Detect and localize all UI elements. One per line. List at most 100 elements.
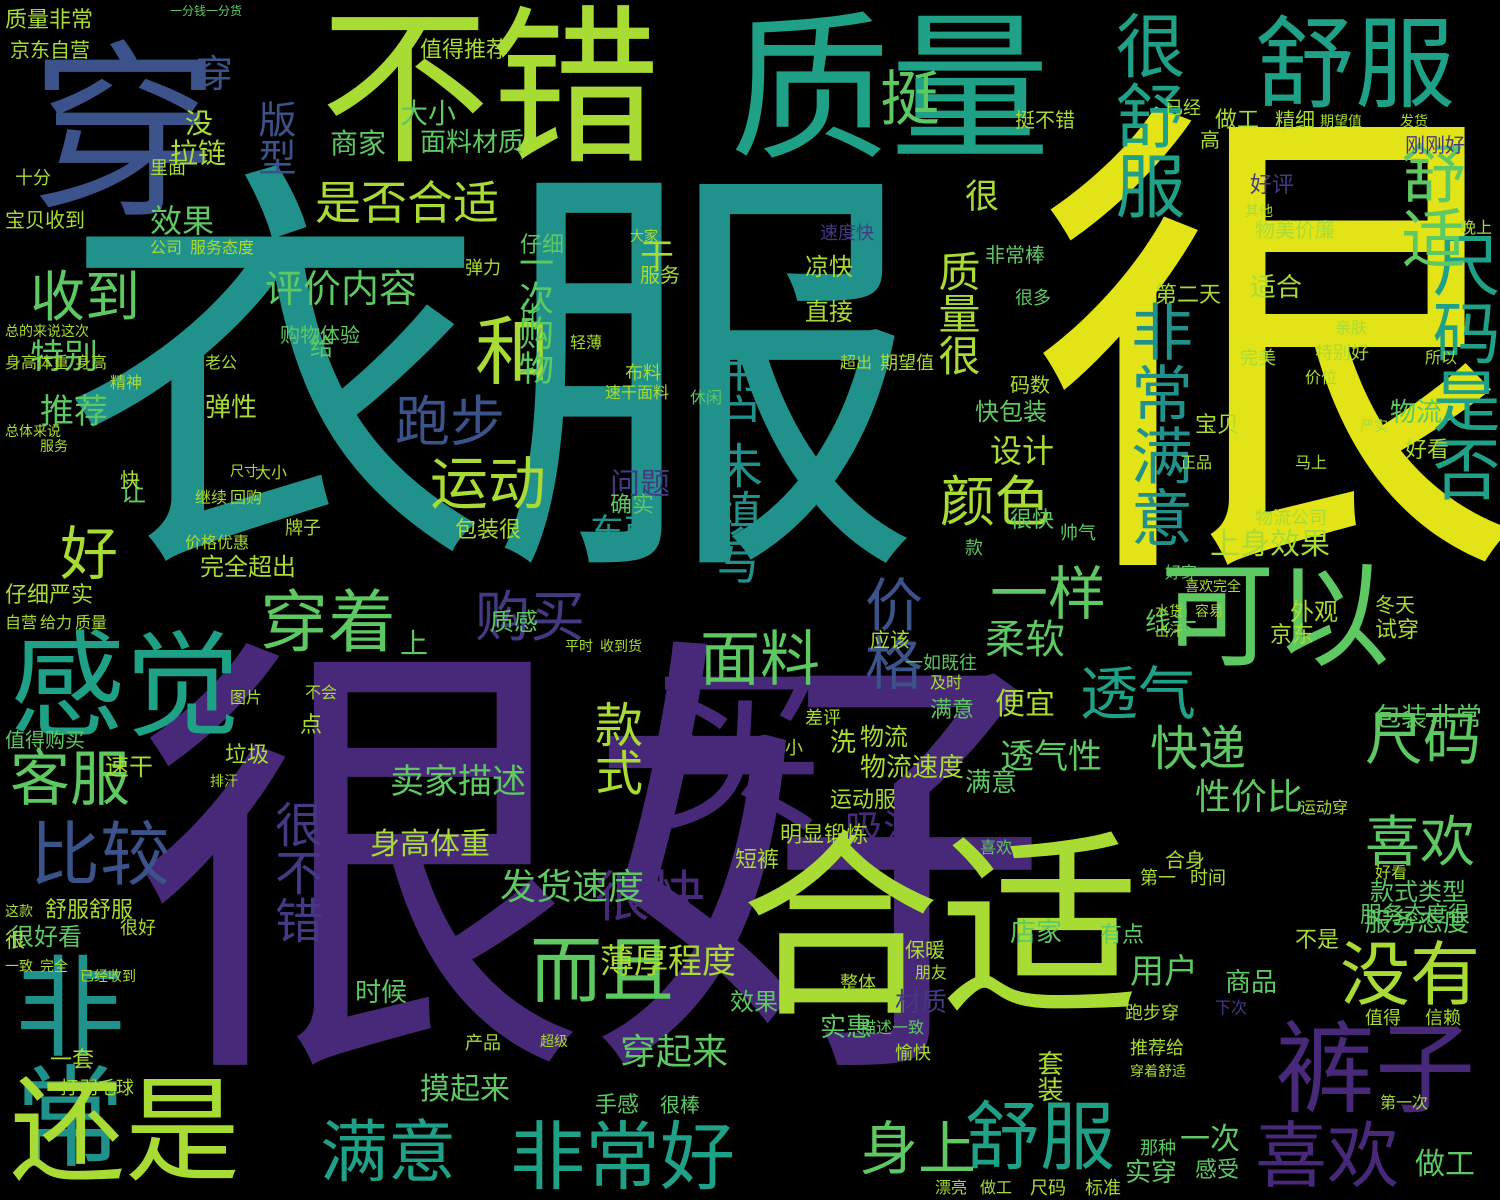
word-zhidegoumai: 值得购买 (5, 728, 85, 752)
word-ganjue: 感觉 (10, 620, 241, 754)
word-dongtian: 冬天 (1375, 593, 1415, 617)
word-zuogong-small: 做工 (980, 1178, 1013, 1197)
word-yundongfu: 运动服 (830, 788, 897, 813)
word-fuwu: 服务 (640, 263, 680, 287)
word-zhiliang: 质量 (730, 0, 1051, 183)
word-zhidetuijian: 值得推荐 (420, 38, 509, 63)
word-xiaoguo: 效果 (150, 202, 215, 240)
word-jixu: 继续 (195, 488, 228, 507)
word-mashu: 码数 (1010, 373, 1050, 397)
word-jiawei: 价位 (1305, 368, 1338, 387)
word-shengao: 身高 (75, 353, 108, 372)
word-yundong: 运动 (430, 450, 547, 518)
word-shijian: 时间 (1190, 868, 1226, 889)
word-hao: 好 (60, 520, 119, 588)
word-dierrtian: 第二天 (1155, 283, 1222, 308)
word-yijingshoudao: 已经收到 (80, 969, 136, 985)
word-xihuan-bottom: 喜欢 (1255, 1114, 1400, 1198)
word-jiage: 价格 (855, 575, 923, 691)
word-yitao: 一套 (50, 1048, 95, 1073)
word-ziying: 自营 (5, 613, 38, 632)
word-chuan-small: 穿 (195, 52, 234, 96)
word-gao: 高 (1200, 128, 1220, 152)
word-baobei: 宝贝 (1195, 413, 1240, 438)
word-yumaoqiu: 羽毛球 (80, 1078, 134, 1099)
word-suganmianliao: 速干面料 (605, 383, 670, 402)
word-yinggai: 应该 (870, 628, 910, 652)
word-zuogong-bottom: 做工 (1415, 1147, 1475, 1182)
word-feichang-small: 非常 (1430, 703, 1483, 733)
word-yicigouwu: 一次购物 (513, 245, 553, 385)
word-tingbucuo: 挺不错 (1015, 108, 1075, 132)
word-fuwutaidu: 服务态度 (1365, 908, 1470, 938)
word-jiageyouhui: 价格优惠 (185, 533, 250, 552)
word-mianliaocaizhi: 面料材质 (420, 128, 525, 158)
word-shangshenxiaoguo: 上身效果 (1210, 527, 1330, 562)
word-taozhuang: 套装 (1033, 1050, 1063, 1102)
word-zongtilaishuo: 总体来说 (5, 424, 61, 440)
word-hen-small: 很 (965, 177, 999, 217)
word-qingbao: 轻薄 (570, 333, 603, 352)
word-yonghuweitianxie: 用户未填写 (706, 345, 762, 585)
word-paizi: 牌子 (285, 518, 321, 539)
word-hen-tiny: 很 (5, 928, 25, 952)
word-jingshen: 精神 (110, 373, 143, 392)
word-zhilianghen: 质量很 (932, 250, 981, 376)
word-shihou: 时候 (355, 978, 408, 1008)
word-shifen: 十分 (15, 168, 51, 189)
word-baohouchengdu: 薄厚程度 (600, 942, 736, 982)
word-maijiamiaoshu: 卖家描述 (390, 762, 526, 802)
word-fuwu-2: 服务 (40, 439, 68, 455)
word-chicun: 尺寸 (230, 464, 258, 480)
word-kuaidi: 快递 (1150, 721, 1247, 777)
word-zuogong-top: 做工 (1215, 108, 1260, 133)
word-zixiyanshi: 仔细严实 (5, 583, 94, 608)
word-dian: 点 (300, 713, 323, 738)
word-shihui: 实惠 (820, 1013, 873, 1043)
word-shengaotizhong: 身高体重 (370, 827, 490, 862)
word-wanshang: 晚上 (1460, 218, 1493, 237)
word-zhijie: 直接 (805, 298, 853, 326)
word-tebie: 特别 (30, 337, 98, 377)
word-ganganghao: 刚刚好 (1405, 133, 1465, 157)
word-gan: 干 (640, 237, 674, 277)
word-he: 和 (475, 308, 551, 396)
word-wuliu: 物流 (1390, 398, 1443, 428)
word-touqi: 透气 (1080, 660, 1197, 728)
word-rouruan: 柔软 (985, 617, 1065, 663)
word-zongdeshuo: 总的来说这次 (5, 324, 89, 340)
word-qinfu: 亲肤 (1335, 318, 1368, 337)
word-zhengti: 整体 (840, 973, 876, 994)
word-shengaotizhong-2: 身高体重 (5, 353, 70, 372)
word-caizhi: 材质 (895, 988, 948, 1018)
word-yiyang: 一样 (990, 560, 1107, 628)
word-shuaiqi: 帅气 (1060, 523, 1096, 544)
word-pianyi: 便宜 (995, 687, 1055, 722)
word-bucuo: 不错 (320, 0, 661, 189)
word-limian: 里面 (150, 158, 186, 179)
word-kuaibaozhuang: 快包装 (975, 398, 1047, 426)
word-xinlai: 信赖 (1425, 1008, 1461, 1029)
word-gouwutiyan: 购物体验 (280, 323, 360, 347)
word-haoping: 好评 (1250, 173, 1295, 198)
word-wumeijialian: 物美价廉 (1255, 218, 1335, 242)
word-chaoji: 超级 (540, 1034, 568, 1050)
word-dajia: 大家 (630, 229, 658, 245)
word-waiguan: 外观 (1290, 598, 1338, 626)
word-chimashifou: 尺码是否 (1420, 230, 1499, 502)
word-shihe: 适合 (1250, 273, 1303, 303)
word-shoudao: 收到 (30, 265, 141, 329)
word-xihuan-small: 喜欢 (980, 838, 1013, 857)
word-kefu: 客服 (10, 745, 130, 815)
word-shoudaohuo: 收到货 (600, 639, 642, 655)
word-chima-small: 尺码 (1030, 1178, 1066, 1199)
word-chuanqilai: 穿起来 (620, 1032, 729, 1073)
word-shenshang: 身上 (860, 1115, 977, 1183)
word-baozhuanghen: 包装很 (455, 518, 522, 543)
word-erqie: 而且 (530, 929, 675, 1013)
word-gongsi: 公司 (150, 238, 183, 257)
word-henkuai: 很快 (595, 865, 706, 929)
word-haochuan: 好穿 (1165, 563, 1198, 582)
word-chanpin: 产品 (465, 1033, 501, 1054)
word-banxing: 版型 (252, 100, 296, 176)
